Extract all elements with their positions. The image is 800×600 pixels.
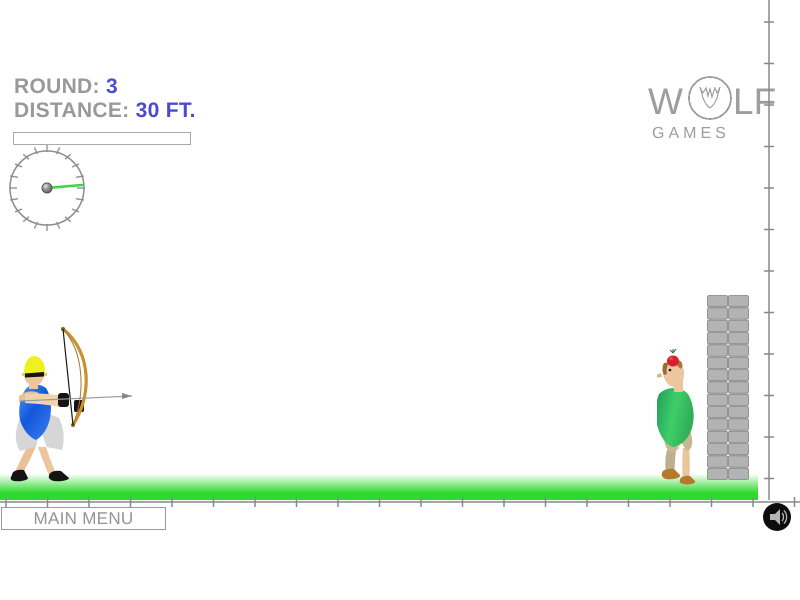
svg-text:W: W [648, 81, 683, 122]
svg-text:GAMES: GAMES [652, 125, 730, 142]
